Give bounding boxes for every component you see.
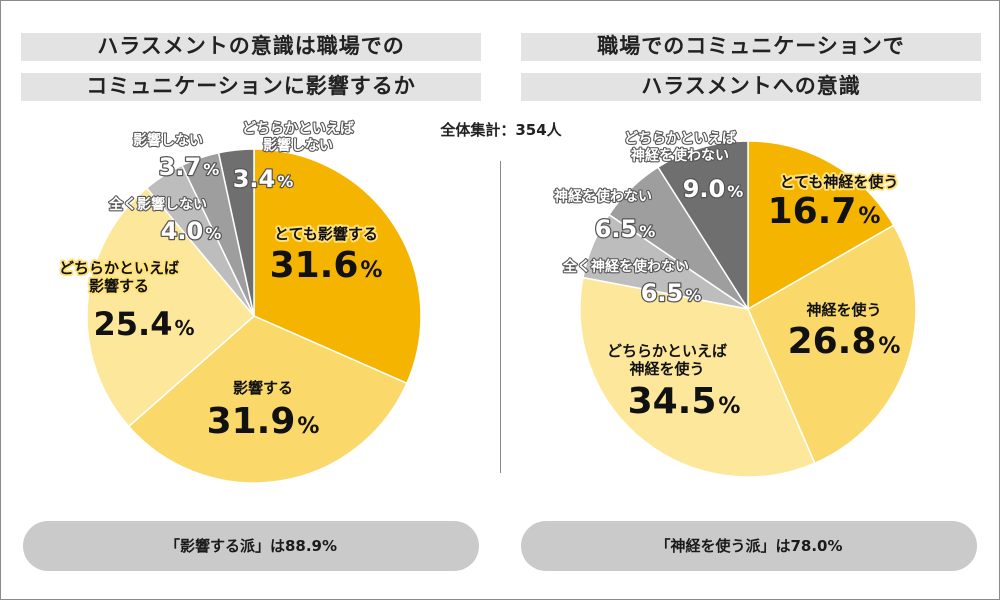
right-slice-value-5: 9.0% <box>683 175 744 203</box>
chart-divider <box>500 161 501 473</box>
right-title-line-1: 職場でのコミュニケーションで <box>597 34 905 58</box>
left-slice-value-5: 3.4% <box>233 165 294 193</box>
left-title: ハラスメントの意識は職場での コミュニケーションに影響するか <box>21 27 481 107</box>
right-slice-label-3: 全く神経を使わない <box>562 258 689 275</box>
left-slice-value-1: 31.9% <box>207 401 320 442</box>
left-slice-value-3: 4.0% <box>161 217 222 245</box>
right-slice-value-4: 6.5% <box>595 215 656 243</box>
right-slice-label-4: 神経を使わない <box>554 188 652 205</box>
left-title-band-2 <box>21 73 481 101</box>
right-pie-slice-0 <box>747 140 895 311</box>
left-title-line-2: コミュニケーションに影響するか <box>86 74 416 98</box>
right-title: 職場でのコミュニケーションで ハラスメントへの意識 <box>521 27 981 107</box>
left-summary-pill: 「影響する派」は88.9% <box>23 521 479 571</box>
left-pie: とても影響する 31.6% 影響する 31.9% どちらかといえば影響する 25.4 % 全く… <box>57 120 422 484</box>
left-slice-label-1: 影響する <box>233 379 293 397</box>
right-pie-slice-2 <box>579 276 816 478</box>
right-pie-slice-5 <box>656 140 749 312</box>
right-slice-value-1: 26.8% <box>788 321 901 362</box>
left-slice-value-0: 31.6% <box>270 245 383 286</box>
right-title-band-1 <box>521 33 981 61</box>
right-slice-label-5: どちらかといえば神経を使わない <box>624 131 736 164</box>
right-title-line-2: ハラスメントへの意識 <box>641 74 861 98</box>
left-slice-value-4: 3.7% <box>159 153 220 181</box>
right-summary-pill: 「神経を使う派」は78.0% <box>521 521 977 571</box>
left-slice-value-2: 25.4% <box>94 305 195 343</box>
right-title-band-2 <box>521 73 981 101</box>
left-slice-label-5: どちらかといえば影響しない <box>242 121 354 154</box>
left-summary-text: 「影響する派」は88.9% <box>164 537 338 555</box>
right-summary-text: 「神経を使う派」は78.0% <box>655 537 843 555</box>
right-slice-value-2: 34.5% <box>628 381 741 422</box>
left-slice-label-2: どちらかといえば影響する <box>59 259 179 295</box>
right-pie-slice-1 <box>747 224 917 465</box>
total-respondents: 全体集計：354人 <box>440 121 562 139</box>
left-title-line-1: ハラスメントの意識は職場での <box>97 34 405 58</box>
left-pie-slice-1 <box>127 315 408 484</box>
left-pie-slice-0 <box>253 148 422 385</box>
left-title-band-1 <box>21 33 481 61</box>
left-slice-label-4: 影響しない <box>133 132 203 149</box>
left-pie-slice-2 <box>86 186 256 428</box>
right-slice-label-0: とても神経を使う <box>780 173 899 191</box>
right-slice-label-1: 神経を使う <box>806 301 881 319</box>
left-slice-label-0: とても影響する <box>274 225 378 243</box>
right-slice-label-2: どちらかといえば神経を使う <box>607 342 727 378</box>
right-slice-value-3: 6.5% <box>641 279 702 307</box>
left-slice-label-3: 全く影響しない <box>108 196 207 213</box>
right-slice-value-0: 16.7% <box>768 191 881 232</box>
left-pie-slice-5 <box>217 148 255 317</box>
